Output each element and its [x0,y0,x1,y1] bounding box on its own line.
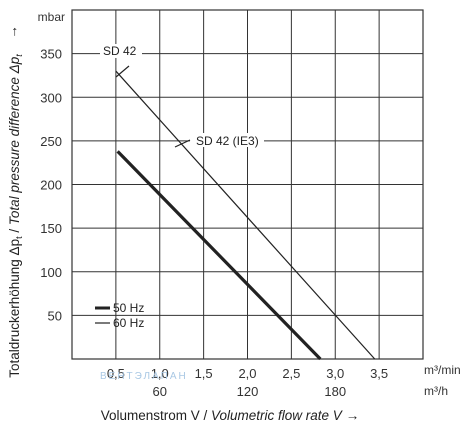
y-tick-label: 300 [40,90,62,105]
x2-tick-label: 120 [237,384,259,399]
y-axis-title-en: Total pressure difference Δp [7,56,22,225]
annotations: SD 42 SD 42 (IE3) [100,44,264,148]
x-unit-secondary: m³/h [424,384,448,398]
y-axis-title-de-sub: t [14,236,24,239]
tick-labels: 50 100 150 200 250 300 350 0,5 1,0 1,5 2,0 2,5 3,0 3,… [40,47,388,399]
marker-tick-sd42-ie3 [174,139,191,148]
annotation-sd42-bg [100,44,142,58]
annotation-sd42-ie3: SD 42 (IE3) [196,134,259,148]
x-axis-title-sep: / [200,408,211,423]
x-tick-label: 3,0 [326,366,344,381]
series-layer [115,70,376,361]
x-axis-title: Volumenstrom V / Volumetric flow rate V → [101,408,360,423]
y-axis-title-de: Totaldruckerhöhung Δp [7,239,22,378]
legend-label-60hz: 60 Hz [113,316,144,330]
annotation-sd42: SD 42 [103,44,137,58]
y-axis-title-en-sub: t [14,54,24,57]
y-axis-title: Totaldruckerhöhung Δpt / Total pressure … [7,54,24,378]
series-line-sd-42 [115,70,376,360]
x2-tick-label: 180 [324,384,346,399]
y-unit-label: mbar [38,10,65,24]
x-tick-label: 2,0 [238,366,256,381]
x-tick-label: 2,5 [282,366,300,381]
x-axis-arrow: → [346,408,360,423]
annotation-sd42-ie3-bg [190,133,264,147]
x-tick-label: 1,0 [151,366,169,381]
x-tick-label: 0,5 [107,366,125,381]
y-tick-label: 150 [40,221,62,236]
x2-tick-label: 60 [153,384,167,399]
y-tick-label: 250 [40,134,62,149]
watermark: ВЕНТЭЛАПАН [100,371,188,382]
y-tick-label: 50 [48,308,62,323]
legend: 50 Hz 60 Hz [95,301,144,330]
y-axis-title-sep: / [7,225,22,236]
x-unit-primary: m³/min [424,363,461,377]
y-tick-label: 200 [40,178,62,193]
x-axis-title-en: Volumetric flow rate V [211,408,344,423]
legend-label-50hz: 50 Hz [113,301,144,315]
series-line-50-hz [116,150,322,361]
y-axis-arrow: → [5,25,20,39]
x-tick-label: 1,5 [195,366,213,381]
y-tick-label: 100 [40,265,62,280]
x-axis-title-de: Volumenstrom V [101,408,200,423]
x-tick-label: 3,5 [370,366,388,381]
marker-tick-sd42 [115,65,130,78]
y-tick-label: 350 [40,47,62,62]
